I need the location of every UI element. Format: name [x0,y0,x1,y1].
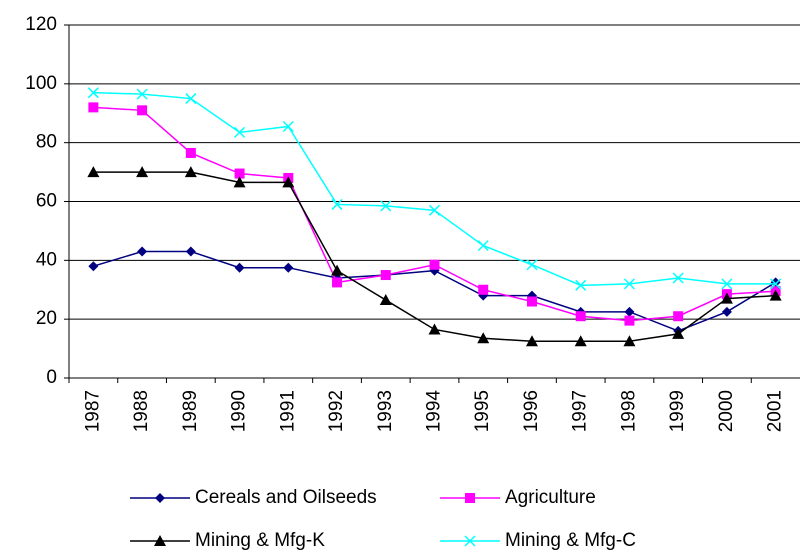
marker [331,198,343,210]
marker [574,335,587,347]
marker [136,88,148,100]
y-tick-label: 20 [36,308,57,329]
marker [282,176,295,188]
y-tick-label: 100 [25,73,57,94]
y-tick-label: 60 [36,191,57,212]
marker [185,147,196,158]
marker [234,168,245,179]
marker [154,535,166,546]
x-tick-label: 2000 [716,390,737,432]
x-tick-label: 1991 [277,390,298,432]
marker [624,315,635,326]
x-tick-label: 1999 [667,390,688,432]
marker [88,102,99,113]
marker [428,204,441,216]
marker [769,289,782,301]
marker [721,306,732,317]
x-tick-label: 1993 [375,390,396,432]
marker [282,120,294,133]
marker [672,272,684,284]
legend-label: Mining & Mfg-C [505,530,636,551]
marker [379,294,392,306]
x-tick-label: 1995 [472,390,493,432]
marker [88,261,99,272]
marker [770,278,782,290]
marker [331,264,344,276]
marker [234,262,245,273]
marker [673,311,684,322]
marker [623,335,636,347]
marker [575,311,586,322]
x-tick-label: 1998 [618,390,639,432]
marker [233,176,246,188]
marker [87,166,100,178]
y-tick-label: 0 [46,367,57,388]
x-tick-label: 1992 [326,390,347,432]
marker [672,327,685,339]
y-tick-label: 120 [25,14,57,35]
y-tick-label: 80 [36,132,57,153]
marker [136,166,149,178]
x-tick-label: 1994 [424,390,445,433]
y-tick-label: 40 [36,249,57,270]
marker [234,126,246,138]
marker [477,332,490,344]
x-tick-label: 1987 [82,390,103,432]
marker [464,535,476,547]
marker [87,87,99,99]
marker [623,278,635,290]
marker [380,200,392,212]
marker [478,284,489,295]
marker [721,278,733,290]
marker [137,246,148,257]
marker [429,259,440,270]
marker [575,279,587,291]
legend-label: Agriculture [505,487,596,508]
marker [137,105,148,116]
x-tick-label: 1989 [180,390,201,432]
marker [283,262,294,273]
x-tick-label: 1988 [131,390,152,432]
marker [184,166,197,178]
legend-label: Cereals and Oilseeds [195,487,377,508]
series-line [93,91,776,287]
x-tick-label: 1990 [229,390,250,432]
marker [380,270,391,281]
marker [428,323,441,335]
marker [526,259,538,271]
x-tick-label: 2001 [765,390,786,432]
marker [624,306,635,317]
marker [185,93,197,105]
x-tick-label: 1997 [570,390,591,432]
marker [332,277,343,288]
marker [185,246,196,257]
marker [155,493,165,503]
marker [720,292,733,304]
marker [770,277,781,288]
marker [477,240,489,252]
series-line [93,106,776,322]
marker [526,296,537,307]
legend-label: Mining & Mfg-K [195,530,325,551]
marker [525,335,538,347]
marker [465,493,475,503]
x-tick-label: 1996 [521,390,542,432]
